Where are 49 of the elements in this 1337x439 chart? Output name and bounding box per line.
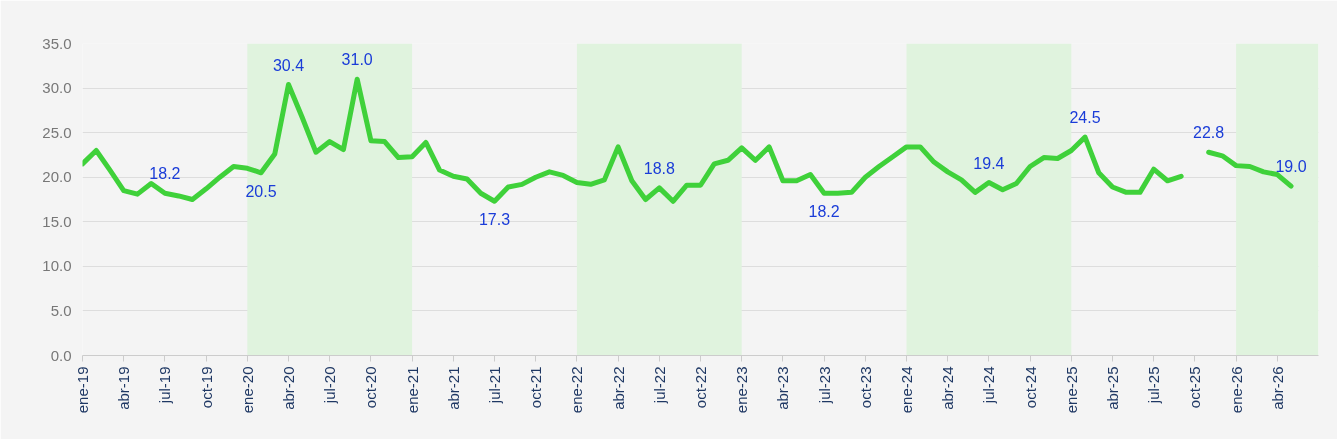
x-tick-label: abr-24: [939, 366, 957, 410]
annotation: 18.2: [149, 165, 181, 183]
annotation: 18.2: [808, 203, 840, 221]
x-tick-label: jul-20: [321, 366, 339, 405]
x-tick-label: abr-25: [1104, 366, 1121, 410]
x-tick-label: abr-23: [774, 366, 792, 410]
x-tick-label: jul-25: [1145, 366, 1163, 405]
annotation: 17.3: [478, 211, 511, 229]
y-tick-label: 30.0: [42, 79, 72, 97]
y-tick-label: 20.0: [42, 168, 72, 186]
x-tick-label: ene-23: [733, 366, 751, 414]
x-tick-label: oct-19: [197, 366, 215, 409]
x-tick-label: ene-19: [74, 366, 91, 414]
x-tick-label: ene-24: [898, 366, 915, 414]
annotation: 31.0: [341, 51, 373, 69]
x-tick-label: jul-24: [980, 366, 998, 405]
x-tick-label: jul-19: [156, 366, 174, 405]
y-tick-label: 25.0: [42, 123, 72, 141]
x-tick-label: jul-23: [815, 366, 833, 405]
annotation: 19.0: [1275, 158, 1307, 176]
x-tick-label: ene-20: [238, 366, 256, 414]
x-tick-label: jul-21: [486, 366, 503, 405]
y-tick-label: 15.0: [42, 212, 72, 230]
x-tick-label: abr-22: [609, 366, 627, 410]
x-tick-label: oct-24: [1021, 366, 1039, 409]
annotation: 24.5: [1069, 109, 1101, 127]
y-tick-label: 35.0: [42, 34, 72, 52]
x-tick-label: oct-21: [527, 366, 545, 409]
x-tick-label: ene-22: [568, 366, 586, 414]
annotation: 20.5: [245, 182, 277, 200]
x-tick-label: oct-22: [692, 366, 709, 409]
annotation: 19.4: [973, 154, 1005, 172]
annotation: 22.8: [1193, 124, 1225, 142]
x-tick-label: abr-19: [115, 366, 133, 410]
x-tick-label: oct-23: [856, 366, 874, 409]
annotation: 18.8: [643, 159, 675, 177]
x-tick-label: abr-20: [280, 366, 297, 410]
x-tick-label: oct-25: [1186, 366, 1204, 409]
x-tick-label: oct-20: [362, 366, 380, 409]
y-tick-label: 10.0: [42, 257, 72, 275]
y-tick-label: 0.0: [50, 346, 72, 364]
x-tick-label: abr-26: [1268, 366, 1286, 410]
annotation: 30.4: [272, 56, 305, 74]
x-tick-label: ene-21: [403, 366, 421, 414]
x-tick-label: ene-26: [1227, 366, 1245, 414]
y-tick-label: 5.0: [50, 301, 72, 319]
x-tick-label: jul-22: [650, 366, 668, 405]
x-tick-label: abr-21: [444, 366, 462, 410]
x-tick-label: ene-25: [1062, 366, 1080, 414]
